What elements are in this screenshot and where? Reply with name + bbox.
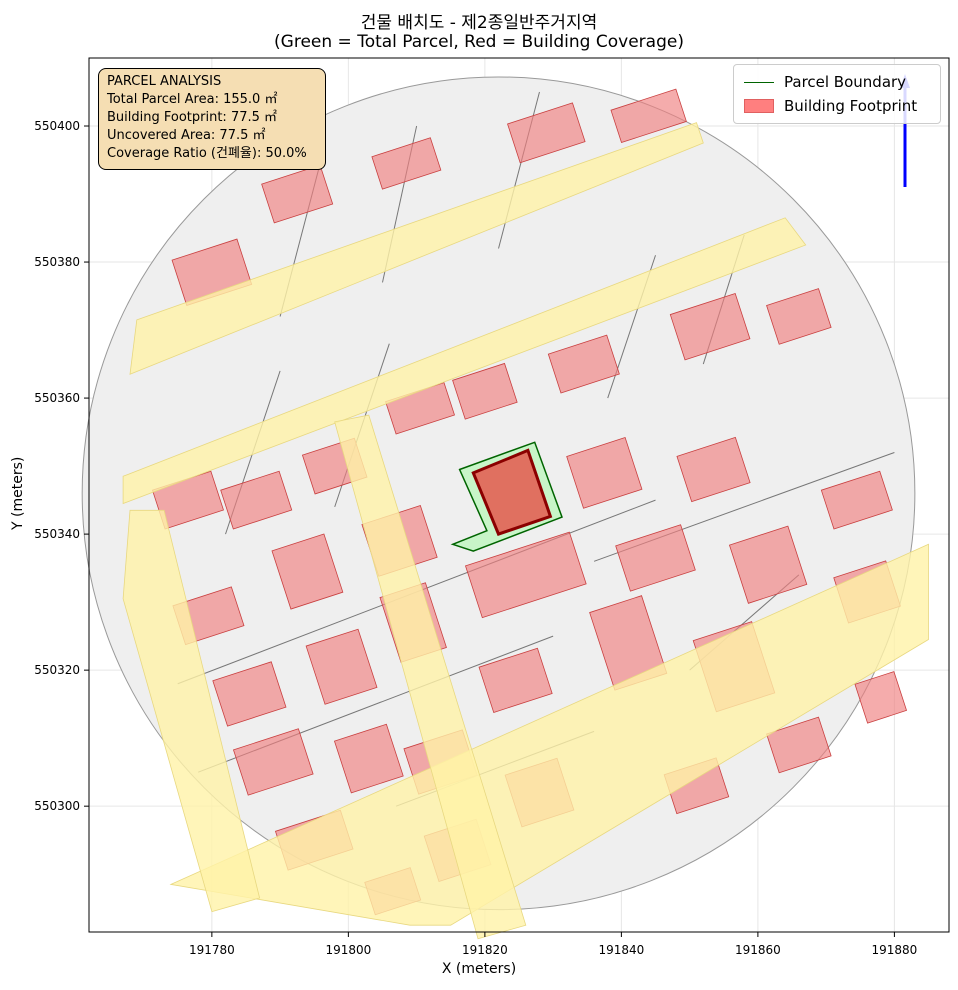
context-building	[547, 334, 620, 394]
building-patch-swatch	[744, 99, 774, 113]
x-tick-label: 191780	[189, 943, 235, 957]
info-total-area: Total Parcel Area: 155.0 ㎡	[107, 92, 278, 107]
context-building	[610, 88, 687, 144]
x-tick-label: 191840	[598, 943, 644, 957]
y-tick-label: 550380	[34, 255, 80, 269]
context-building	[507, 102, 586, 164]
y-tick-label: 550300	[34, 799, 80, 813]
chart-title: 건물 배치도 - 제2종일반주거지역	[360, 13, 598, 33]
x-tick-label: 191800	[325, 943, 371, 957]
context-building	[766, 716, 832, 774]
context-building	[220, 470, 293, 530]
legend-item-parcel: Parcel Boundary	[744, 72, 906, 92]
x-tick-label: 191880	[871, 943, 917, 957]
info-footprint: Building Footprint: 77.5 ㎡	[107, 110, 278, 125]
legend: Parcel Boundary Building Footprint	[733, 64, 941, 124]
road-road-vertical_1	[122, 509, 261, 913]
context-building	[464, 531, 587, 619]
context-building	[452, 362, 518, 420]
context-building	[478, 647, 553, 713]
chart-subtitle: (Green = Total Parcel, Red = Building Co…	[274, 32, 684, 52]
road-road-2	[122, 217, 807, 505]
x-axis-label: X (meters)	[441, 961, 517, 977]
info-uncovered: Uncovered Area: 77.5 ㎡	[107, 128, 266, 143]
context-building	[232, 728, 314, 796]
legend-label-building: Building Footprint	[784, 97, 918, 115]
context-building	[371, 137, 442, 190]
road-road-1	[129, 122, 704, 375]
axes-frame	[88, 57, 950, 933]
x-tick-label: 191820	[462, 943, 508, 957]
road-road-vertical_2	[334, 414, 527, 940]
parcel-analysis-box: PARCEL ANALYSIS Total Parcel Area: 155.0…	[98, 68, 326, 170]
parcel-line-swatch	[744, 81, 774, 83]
info-coverage: Coverage Ratio (건폐율): 50.0%	[107, 146, 307, 161]
context-building	[333, 723, 404, 794]
context-building	[566, 437, 643, 509]
subject-building	[471, 448, 553, 536]
context-building	[820, 470, 893, 530]
context-building	[728, 525, 808, 604]
info-heading: PARCEL ANALYSIS	[107, 74, 222, 89]
context-building	[305, 628, 378, 705]
y-tick-label: 550360	[34, 391, 80, 405]
y-axis-label: Y (meters)	[10, 456, 26, 530]
y-tick-label: 550400	[34, 119, 80, 133]
y-tick-label: 550340	[34, 527, 80, 541]
x-tick-label: 191860	[735, 943, 781, 957]
legend-label-parcel: Parcel Boundary	[784, 73, 907, 91]
context-building	[615, 524, 696, 592]
road-road-3	[169, 543, 929, 926]
context-building	[271, 533, 344, 610]
y-tick-label: 550320	[34, 663, 80, 677]
context-building	[676, 436, 751, 503]
context-building	[212, 661, 287, 727]
context-building	[669, 292, 751, 361]
context-building	[261, 164, 334, 224]
context-building	[766, 288, 832, 345]
context-building	[854, 671, 908, 724]
legend-item-building: Building Footprint	[744, 96, 917, 116]
